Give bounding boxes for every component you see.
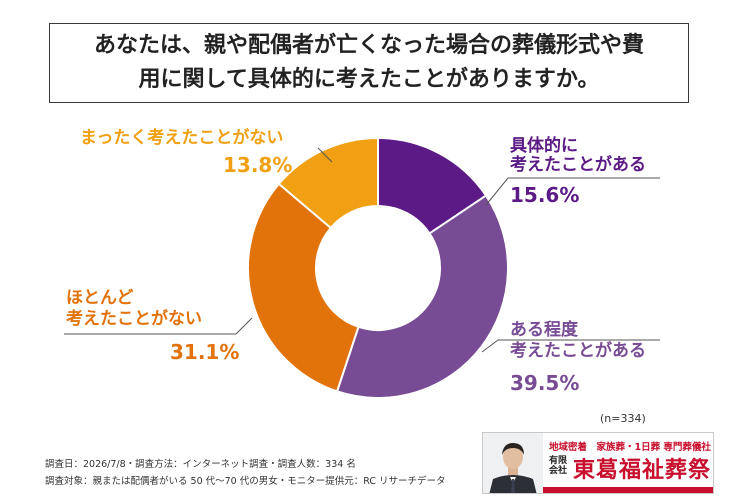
sample-size: (n=334) xyxy=(600,412,646,425)
logo-company-type: 有限会社 xyxy=(549,456,568,476)
question-box: あなたは、親や配偶者が亡くなった場合の葬儀形式や費用に関して具体的に考えたことが… xyxy=(49,23,689,103)
leader-line-slice3 xyxy=(64,317,253,335)
leader-lines xyxy=(64,147,660,353)
label-slice2-line2: 考えたことがある xyxy=(510,341,646,361)
question-text: あなたは、親や配偶者が亡くなった場合の葬儀形式や費用に関して具体的に考えたことが… xyxy=(93,33,644,92)
logo-tagline: 地域密着 家族葬・1日葬 専門葬儀社 xyxy=(549,442,711,453)
label-slice3-line1: ほとんど xyxy=(66,288,134,308)
donut-slice-2 xyxy=(335,194,509,399)
label-slice3-line2: 考えたことがない xyxy=(66,309,202,329)
value-slice1: 15.6% xyxy=(510,183,580,207)
leader-line-slice2 xyxy=(481,339,660,353)
value-slice2: 39.5% xyxy=(510,371,580,395)
value-slice4: 13.8% xyxy=(223,153,293,177)
donut-slice-3 xyxy=(247,182,360,393)
label-slice4-line1: まったく考えたことがない xyxy=(80,128,284,148)
footnote-line2: 調査対象：親または配偶者がいる 50 代〜70 代の男女・モニター提供元：RC … xyxy=(45,476,446,487)
leader-line-slice4 xyxy=(317,147,333,163)
label-slice1-line2: 考えたことがある xyxy=(510,155,646,175)
logo-red-bar xyxy=(543,487,713,493)
label-slice1-line1: 具体的に xyxy=(510,136,578,156)
leader-line-slice1 xyxy=(485,177,660,206)
value-slice3: 31.1% xyxy=(170,340,240,364)
donut-slice-4 xyxy=(277,136,379,230)
staff-portrait xyxy=(483,433,543,493)
label-slice2-line1: ある程度 xyxy=(510,320,578,340)
company-logo-banner: 地域密着 家族葬・1日葬 専門葬儀社 有限会社 東葛福祉葬祭 xyxy=(482,432,714,494)
footnote-line1: 調査日：2026/7/8・調査方法：インターネット調査・調査人数：334 名 xyxy=(45,459,356,470)
logo-company-name: 東葛福祉葬祭 xyxy=(573,458,712,483)
